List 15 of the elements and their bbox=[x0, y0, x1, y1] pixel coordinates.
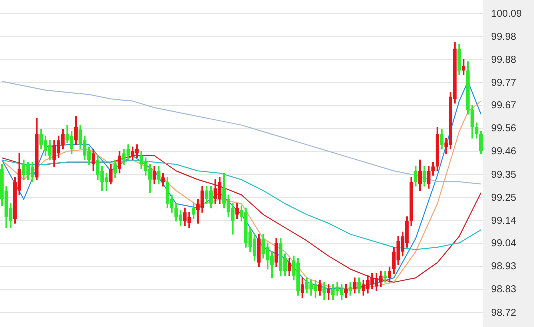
y-tick-label: 98.83 bbox=[491, 284, 517, 296]
y-tick-label: 98.72 bbox=[491, 308, 517, 319]
y-tick-label: 99.46 bbox=[491, 146, 517, 158]
y-tick-label: 99.14 bbox=[491, 216, 517, 227]
y-tick-label: 99.04 bbox=[491, 238, 517, 250]
y-tick-label: 100.09 bbox=[491, 8, 522, 20]
y-tick-label: 99.88 bbox=[491, 54, 517, 66]
y-tick-label: 98.93 bbox=[491, 262, 517, 273]
y-tick-label: 99.67 bbox=[491, 100, 517, 112]
y-tick-label: 99.35 bbox=[491, 170, 517, 181]
y-tick-label: 99.25 bbox=[491, 192, 517, 204]
y-tick-label: 99.77 bbox=[491, 78, 517, 89]
y-tick-label: 99.98 bbox=[491, 32, 517, 43]
candlestick bbox=[384, 271, 388, 283]
y-tick-label: 99.56 bbox=[491, 124, 517, 135]
